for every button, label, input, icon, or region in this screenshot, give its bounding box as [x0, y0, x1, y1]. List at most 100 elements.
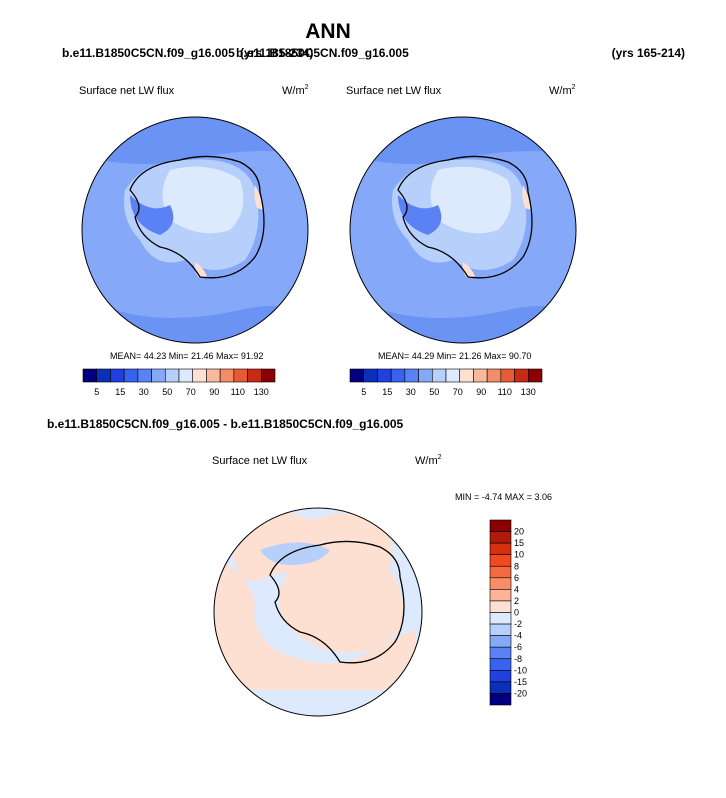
colorbar-box: [489, 531, 512, 544]
colorbar-box: [489, 670, 512, 683]
colorbar-label: 15: [514, 538, 524, 548]
colorbar-label: -20: [514, 688, 527, 698]
colorbar-box: [96, 368, 111, 383]
colorbar-box: [206, 368, 221, 383]
colorbar-box: [489, 646, 512, 660]
colorbar-box: [500, 368, 515, 383]
colorbar-box: [489, 589, 512, 602]
colorbar-label: 50: [429, 387, 439, 397]
colorbar-box: [489, 623, 512, 636]
case-name: b.e11.B1850C5CN.f09_g16.005: [236, 46, 409, 60]
colorbar-box: [260, 368, 276, 383]
units-base: W/m: [282, 85, 305, 97]
colorbar-label: 50: [162, 387, 172, 397]
colorbar-label: 10: [514, 550, 524, 560]
colorbar-label: -10: [514, 665, 527, 675]
colorbar-box: [349, 368, 365, 383]
colorbar-box: [110, 368, 125, 383]
colorbar-label: -6: [514, 642, 522, 652]
units-base: W/m: [415, 455, 438, 467]
colorbar-box: [123, 368, 139, 383]
map-border: [81, 116, 309, 344]
units-base: W/m: [549, 85, 572, 97]
colorbar-box: [489, 658, 512, 671]
colorbar-label: 2: [514, 596, 519, 606]
colorbar-label: -2: [514, 619, 522, 629]
colorbar-box: [489, 600, 512, 613]
units-sup: 2: [305, 84, 309, 91]
map-border: [349, 116, 577, 344]
colorbar-label: 90: [476, 387, 486, 397]
colorbar-label: -15: [514, 677, 527, 687]
main-title: ANN: [305, 20, 351, 43]
colorbar-box: [390, 368, 406, 383]
colorbar-box: [151, 368, 166, 383]
colorbar-label: 4: [514, 584, 519, 594]
colorbar-box: [178, 368, 194, 383]
map: [214, 508, 422, 716]
map: [82, 117, 308, 343]
colorbar-box: [431, 368, 447, 383]
colorbar-label: -4: [514, 631, 522, 641]
colorbar-label: 5: [94, 387, 99, 397]
colorbar-label: 30: [406, 387, 416, 397]
colorbar-box: [418, 368, 433, 383]
stats: MEAN= 44.23 Min= 21.46 Max= 91.92: [110, 351, 263, 361]
colorbar-box: [489, 693, 512, 706]
colorbar-box: [377, 368, 392, 383]
colorbar-box: [486, 368, 502, 383]
colorbar-box: [527, 368, 543, 383]
colorbar-box: [219, 368, 235, 383]
colorbar-label: 0: [514, 608, 519, 618]
colorbar-label: 6: [514, 573, 519, 583]
colorbar-box: [489, 554, 512, 567]
colorbar-label: 15: [382, 387, 392, 397]
stats: MIN = -4.74 MAX = 3.06: [455, 492, 552, 502]
colorbar-box: [247, 368, 262, 383]
colorbar-label: 110: [498, 387, 512, 397]
colorbar-box: [489, 577, 512, 590]
colorbar-label: 5: [361, 387, 366, 397]
map: [350, 117, 576, 343]
variable-label: Surface net LW flux: [346, 85, 442, 97]
stats: MEAN= 44.29 Min= 21.26 Max= 90.70: [378, 351, 531, 361]
colorbar-box: [489, 519, 512, 532]
variable-label: Surface net LW flux: [212, 455, 308, 467]
colorbar-label: 130: [521, 387, 536, 397]
colorbar-box: [489, 681, 512, 694]
case-name: b.e11.B1850C5CN.f09_g16.005: [62, 46, 235, 60]
colorbar-box: [82, 368, 98, 383]
colorbar-box: [137, 368, 152, 383]
variable-label: Surface net LW flux: [79, 85, 175, 97]
colorbar-box: [489, 542, 512, 555]
colorbar-label: 130: [254, 387, 269, 397]
colorbar-box: [459, 368, 474, 383]
colorbar-label: 8: [514, 561, 519, 571]
colorbar-label: 15: [115, 387, 125, 397]
map-border: [213, 507, 423, 717]
colorbar-box: [489, 635, 512, 648]
colorbar-box: [489, 612, 512, 625]
colorbar-box: [473, 368, 488, 383]
units-sup: 2: [438, 454, 442, 461]
colorbar-label: 70: [453, 387, 463, 397]
colorbar-label: 70: [186, 387, 196, 397]
colorbar-box: [164, 368, 180, 383]
case-years: (yrs 165-214): [612, 46, 685, 60]
colorbar-label: -8: [514, 654, 522, 664]
colorbar-box: [514, 368, 529, 383]
colorbar-label: 20: [514, 527, 524, 537]
colorbar-box: [363, 368, 378, 383]
colorbar-box: [489, 565, 512, 579]
colorbar-label: 90: [209, 387, 219, 397]
units-sup: 2: [572, 84, 576, 91]
colorbar-label: 30: [139, 387, 149, 397]
colorbar-box: [404, 368, 419, 383]
colorbar-box: [192, 368, 207, 383]
units: W/m2: [415, 454, 442, 467]
difference-title: b.e11.B1850C5CN.f09_g16.005 - b.e11.B185…: [47, 417, 404, 431]
units: W/m2: [282, 84, 309, 97]
colorbar-box: [445, 368, 461, 383]
units: W/m2: [549, 84, 576, 97]
